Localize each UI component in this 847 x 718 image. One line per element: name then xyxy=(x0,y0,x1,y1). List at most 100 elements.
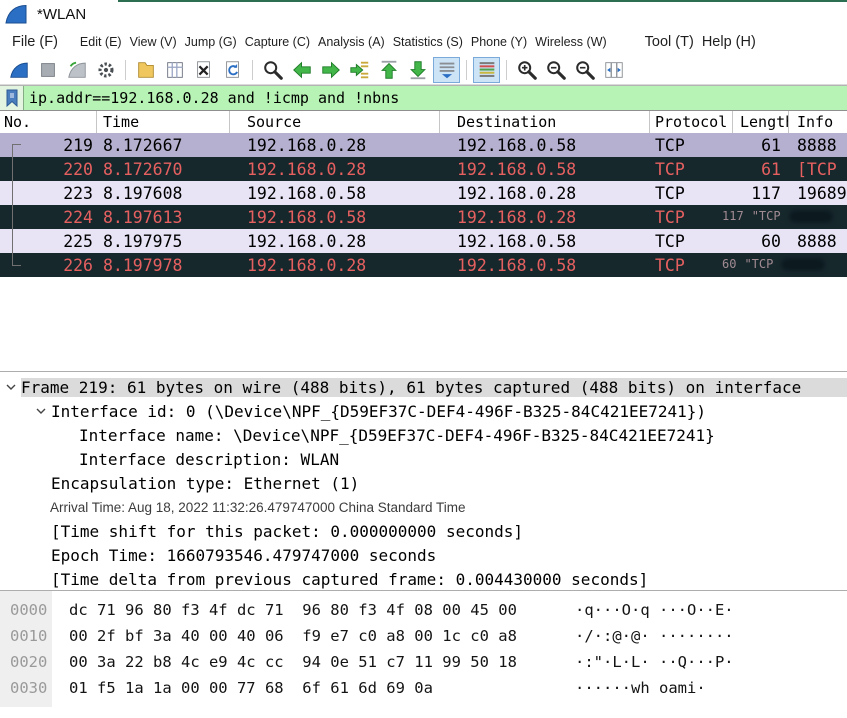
toolbar-separator xyxy=(252,59,253,80)
find-packet-icon[interactable] xyxy=(259,57,286,83)
restart-capture-fin-icon[interactable] xyxy=(63,57,90,83)
hex-ascii[interactable]: ·/·:@·@· ········ xyxy=(575,627,734,645)
colorize-icon[interactable] xyxy=(473,56,500,83)
detail-line-encapsulation[interactable]: Encapsulation type: Ethernet (1) xyxy=(51,473,360,493)
detail-line-frame[interactable]: Frame 219: 61 bytes on wire (488 bits), … xyxy=(0,375,847,399)
go-last-icon[interactable] xyxy=(404,57,431,83)
window-title: *WLAN xyxy=(37,5,87,23)
hex-ascii[interactable]: ·:"·L·L· ··Q···P· xyxy=(575,653,734,671)
cell-source: 192.168.0.58 xyxy=(247,207,367,227)
go-to-packet-icon[interactable] xyxy=(346,57,373,83)
resize-columns-icon[interactable] xyxy=(600,57,627,83)
detail-line-interface-description[interactable]: Interface description: WLAN xyxy=(79,449,340,469)
reload-file-icon[interactable] xyxy=(219,57,246,83)
cell-destination: 192.168.0.58 xyxy=(457,231,577,251)
packet-row[interactable]: 220 8.172670 192.168.0.28 192.168.0.58 T… xyxy=(0,157,847,181)
toolbar-separator xyxy=(466,59,467,80)
open-file-folder-icon[interactable] xyxy=(132,57,159,83)
display-filter-input[interactable] xyxy=(24,86,847,110)
hex-row[interactable]: 0020 00 3a 22 b8 4c e9 4c cc 94 0e 51 c7… xyxy=(0,650,847,676)
menu-edit[interactable]: Edit (E) xyxy=(79,34,122,49)
detail-line-interface-id[interactable]: Interface id: 0 (\Device\NPF_{D59EF37C-D… xyxy=(0,399,847,423)
menu-analysis[interactable]: Analysis (A) xyxy=(318,34,385,49)
cell-time: 8.172670 xyxy=(103,159,183,179)
hex-ascii[interactable]: ······wh oami· xyxy=(575,679,706,697)
menu-file[interactable]: File (F) xyxy=(12,33,58,50)
main-toolbar xyxy=(0,55,847,85)
menu-view[interactable]: View (V) xyxy=(129,34,177,49)
column-header-destination[interactable]: Destination xyxy=(440,111,650,133)
cell-length: 61 xyxy=(761,135,781,155)
hex-row[interactable]: 0000 dc 71 96 80 f3 4f dc 71 96 80 f3 4f… xyxy=(0,598,847,624)
stop-capture-icon[interactable] xyxy=(34,57,61,83)
cell-info: 8888 → xyxy=(797,135,847,155)
zoom-out-icon[interactable] xyxy=(542,57,569,83)
column-header-source[interactable]: Source xyxy=(230,111,440,133)
hex-bytes[interactable]: 00 2f bf 3a 40 00 40 06 f9 e7 c0 a8 00 1… xyxy=(69,627,517,645)
menu-jump[interactable]: Jump (G) xyxy=(184,34,237,49)
go-forward-icon[interactable] xyxy=(317,57,344,83)
menu-statistics[interactable]: Statistics (S) xyxy=(392,34,463,49)
display-filter-bar xyxy=(0,85,847,111)
cell-destination: 192.168.0.28 xyxy=(457,183,577,203)
save-file-icon[interactable] xyxy=(161,57,188,83)
cell-destination: 192.168.0.58 xyxy=(457,159,577,179)
hex-row[interactable]: 0030 01 f5 1a 1a 00 00 77 68 6f 61 6d 69… xyxy=(0,676,847,702)
cell-protocol: TCP xyxy=(655,135,685,155)
column-header-no[interactable]: No. xyxy=(0,111,97,133)
hex-offset-column xyxy=(0,591,52,707)
cell-source: 192.168.0.28 xyxy=(247,135,367,155)
packet-row[interactable]: 223 8.197608 192.168.0.58 192.168.0.28 T… xyxy=(0,181,847,205)
hex-ascii[interactable]: ·q···O·q ···O··E· xyxy=(575,601,734,619)
go-first-icon[interactable] xyxy=(375,57,402,83)
blur-smudge xyxy=(781,257,826,271)
cell-destination: 192.168.0.28 xyxy=(457,207,577,227)
packet-row[interactable]: 226 8.197978 192.168.0.28 192.168.0.58 T… xyxy=(0,253,847,277)
column-header-length[interactable]: Length xyxy=(733,111,789,133)
cell-protocol: TCP xyxy=(655,159,685,179)
packet-row[interactable]: 219 8.172667 192.168.0.28 192.168.0.58 T… xyxy=(0,133,847,157)
column-header-info[interactable]: Info xyxy=(797,113,834,131)
cell-length: 61 xyxy=(761,159,781,179)
detail-line-time-shift[interactable]: [Time shift for this packet: 0.000000000… xyxy=(51,521,524,541)
wireshark-logo-icon xyxy=(4,2,28,26)
packet-list-header: No. Time Source Destination Protocol Len… xyxy=(0,111,847,133)
menu-wireless[interactable]: Wireless (W) xyxy=(535,34,607,49)
start-capture-fin-icon[interactable] xyxy=(5,57,32,83)
detail-line-time-delta[interactable]: [Time delta from previous captured frame… xyxy=(51,569,649,589)
zoom-in-icon[interactable] xyxy=(513,57,540,83)
hex-bytes[interactable]: 00 3a 22 b8 4c e9 4c cc 94 0e 51 c7 11 9… xyxy=(69,653,517,671)
menu-bar: File (F) Edit (E) View (V) Jump (G) Capt… xyxy=(0,28,847,55)
filter-bookmark-icon[interactable] xyxy=(0,86,24,110)
close-file-icon[interactable] xyxy=(190,57,217,83)
hex-row[interactable]: 0010 00 2f bf 3a 40 00 40 06 f9 e7 c0 a8… xyxy=(0,624,847,650)
auto-scroll-icon[interactable] xyxy=(433,56,460,83)
cell-info: 19689 xyxy=(797,183,847,203)
detail-line-epoch-time[interactable]: Epoch Time: 1660793546.479747000 seconds xyxy=(51,545,437,565)
packet-row[interactable]: 224 8.197613 192.168.0.58 192.168.0.28 T… xyxy=(0,205,847,229)
cell-time: 8.197613 xyxy=(103,207,183,227)
hex-offset: 0000 xyxy=(10,601,48,619)
menu-tool[interactable]: Tool (T) xyxy=(644,33,694,50)
cell-source: 192.168.0.58 xyxy=(247,183,367,203)
menu-capture[interactable]: Capture (C) xyxy=(244,34,311,49)
chevron-down-icon[interactable] xyxy=(35,407,47,415)
hex-bytes[interactable]: dc 71 96 80 f3 4f dc 71 96 80 f3 4f 08 0… xyxy=(69,601,517,619)
detail-line-interface-name[interactable]: Interface name: \Device\NPF_{D59EF37C-DE… xyxy=(79,425,715,445)
normal-size-icon[interactable] xyxy=(571,57,598,83)
hex-bytes[interactable]: 01 f5 1a 1a 00 00 77 68 6f 61 6d 69 0a xyxy=(69,679,433,697)
cell-source: 192.168.0.28 xyxy=(247,231,367,251)
column-header-time[interactable]: Time xyxy=(97,111,230,133)
capture-options-gear-icon[interactable] xyxy=(92,57,119,83)
column-header-protocol[interactable]: Protocol xyxy=(650,111,733,133)
menu-help[interactable]: Help (H) xyxy=(701,33,756,50)
menu-phone[interactable]: Phone (Y) xyxy=(470,34,528,49)
chevron-down-icon[interactable] xyxy=(5,383,17,391)
go-back-icon[interactable] xyxy=(288,57,315,83)
hex-offset: 0010 xyxy=(10,627,48,645)
cell-protocol: TCP xyxy=(655,231,685,251)
toolbar-separator xyxy=(506,59,507,80)
detail-line-arrival-time[interactable]: Arrival Time: Aug 18, 2022 11:32:26.4797… xyxy=(50,499,466,515)
packet-details-pane: Frame 219: 61 bytes on wire (488 bits), … xyxy=(0,371,847,590)
packet-row[interactable]: 225 8.197975 192.168.0.28 192.168.0.58 T… xyxy=(0,229,847,253)
